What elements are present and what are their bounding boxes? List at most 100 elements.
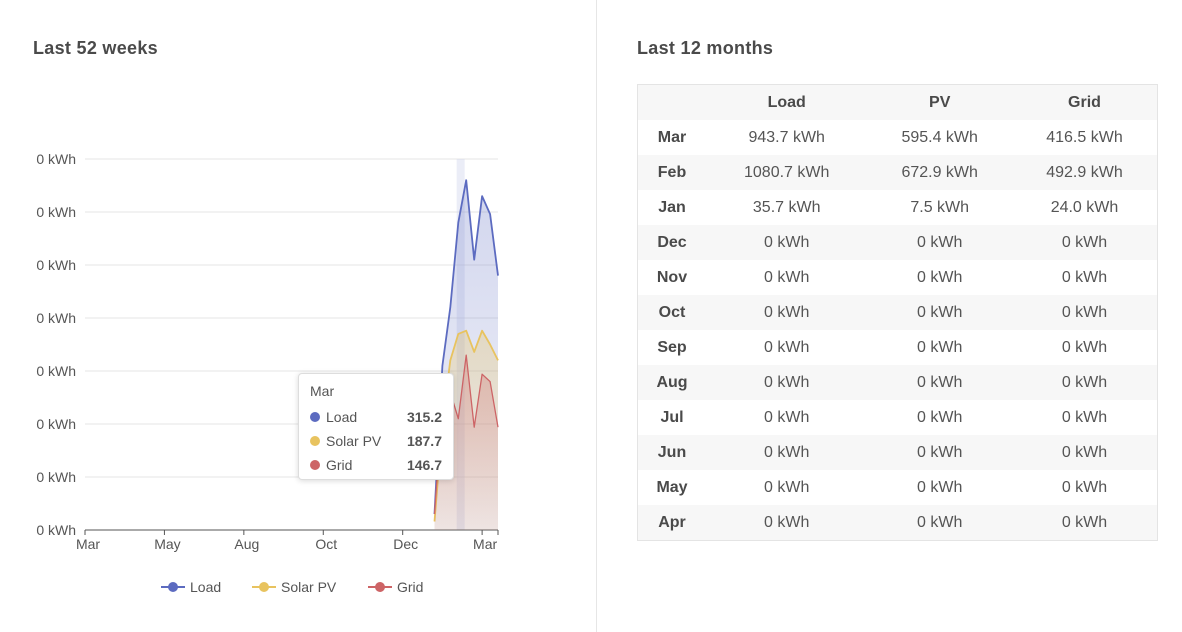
cell-pv: 672.9 kWh xyxy=(901,163,978,181)
table-row: Nov 0 kWh 0 kWh 0 kWh xyxy=(637,260,1158,295)
tooltip-row-solar-pv: Solar PV 187.7 xyxy=(310,429,442,453)
x-tick-label: Dec xyxy=(393,536,418,552)
cell-pv: 0 kWh xyxy=(917,303,963,321)
table-header-row: Load PV Grid xyxy=(637,84,1158,120)
cell-grid: 0 kWh xyxy=(1061,443,1108,461)
tooltip-row-grid: Grid 146.7 xyxy=(310,453,442,477)
table-row: Dec 0 kWh 0 kWh 0 kWh xyxy=(637,225,1158,260)
solar-pv-legend-dot-icon xyxy=(259,582,269,592)
cell-grid: 0 kWh xyxy=(1061,478,1108,496)
column-header-pv: PV xyxy=(867,84,1012,120)
cell-grid: 0 kWh xyxy=(1061,268,1108,286)
row-month: Jun xyxy=(657,443,687,461)
row-month: Dec xyxy=(657,233,687,251)
x-tick-label: Oct xyxy=(315,536,337,552)
row-month: Jan xyxy=(658,198,686,216)
table-row: Sep 0 kWh 0 kWh 0 kWh xyxy=(637,330,1158,365)
cell-pv: 0 kWh xyxy=(917,268,963,286)
tooltip-row-name: Load xyxy=(326,409,358,425)
table-row: Jun 0 kWh 0 kWh 0 kWh xyxy=(637,435,1158,470)
load-dot-icon xyxy=(310,412,320,422)
row-month: Mar xyxy=(657,128,687,146)
table-row: Jan 35.7 kWh 7.5 kWh 24.0 kWh xyxy=(637,190,1158,225)
solar-pv-legend-label: Solar PV xyxy=(281,579,337,595)
load-legend-label: Load xyxy=(190,579,221,595)
y-tick-label: 0 kWh xyxy=(36,151,76,167)
cell-load: 0 kWh xyxy=(764,268,810,286)
column-header-month xyxy=(637,84,706,120)
row-month: Oct xyxy=(658,303,686,321)
y-tick-label: 0 kWh xyxy=(36,204,76,220)
cell-load: 0 kWh xyxy=(764,478,810,496)
table-row: Mar 943.7 kWh 595.4 kWh 416.5 kWh xyxy=(637,120,1158,155)
x-tick-label: Mar xyxy=(473,536,497,552)
tooltip-row-name: Solar PV xyxy=(326,433,382,449)
y-tick-label: 0 kWh xyxy=(36,522,76,538)
table-row: Aug 0 kWh 0 kWh 0 kWh xyxy=(637,365,1158,400)
chart-tooltip: Mar Load 315.2 Solar PV 187.7 Grid 146.7 xyxy=(298,373,454,480)
y-tick-label: 0 kWh xyxy=(36,416,76,432)
cell-pv: 0 kWh xyxy=(917,478,963,496)
monthly-table-title: Last 12 months xyxy=(637,38,774,58)
cell-grid: 0 kWh xyxy=(1061,303,1108,321)
tooltip-row-name: Grid xyxy=(326,457,353,473)
row-month: May xyxy=(656,478,688,496)
cell-load: 0 kWh xyxy=(764,513,810,531)
table-row: May 0 kWh 0 kWh 0 kWh xyxy=(637,470,1158,505)
table-row: Feb 1080.7 kWh 672.9 kWh 492.9 kWh xyxy=(637,155,1158,190)
monthly-table-panel: Last 12 months Load PV Grid Mar 943.7 kWh… xyxy=(597,0,1182,632)
x-tick-label: May xyxy=(154,536,180,552)
cell-load: 1080.7 kWh xyxy=(744,163,830,181)
cell-pv: 0 kWh xyxy=(917,373,963,391)
y-tick-label: 0 kWh xyxy=(36,257,76,273)
cell-load: 35.7 kWh xyxy=(752,198,821,216)
y-tick-label: 0 kWh xyxy=(36,310,76,326)
weekly-energy-chart[interactable]: 0 kWh 0 kWh 0 kWh 0 kWh 0 kWh 0 kWh 0 kWh 0 kWh… xyxy=(0,0,596,632)
row-month: Jul xyxy=(660,408,684,426)
cell-load: 0 kWh xyxy=(764,303,810,321)
tooltip-row-value: 187.7 xyxy=(406,433,442,449)
row-month: Nov xyxy=(656,268,688,286)
x-tick-label: Mar xyxy=(76,536,100,552)
grid-legend-label: Grid xyxy=(397,579,423,595)
cell-load: 0 kWh xyxy=(764,233,810,251)
y-tick-label: 0 kWh xyxy=(36,363,76,379)
row-month: Feb xyxy=(657,163,687,181)
cell-pv: 0 kWh xyxy=(917,408,963,426)
table-row: Oct 0 kWh 0 kWh 0 kWh xyxy=(637,295,1158,330)
cell-grid: 0 kWh xyxy=(1061,373,1108,391)
cell-pv: 0 kWh xyxy=(917,338,963,356)
x-tick-label: Aug xyxy=(234,536,259,552)
tooltip-row-load: Load 315.2 xyxy=(310,405,442,429)
cell-load: 0 kWh xyxy=(764,338,810,356)
tooltip-row-value: 315.2 xyxy=(406,409,442,425)
cell-pv: 0 kWh xyxy=(917,233,963,251)
grid-legend-dot-icon xyxy=(375,582,385,592)
cell-load: 0 kWh xyxy=(764,373,810,391)
table-row: Apr 0 kWh 0 kWh 0 kWh xyxy=(637,505,1158,541)
y-tick-label: 0 kWh xyxy=(36,469,76,485)
solar-pv-dot-icon xyxy=(310,436,320,446)
cell-pv: 0 kWh xyxy=(917,513,963,531)
cell-load: 0 kWh xyxy=(764,408,810,426)
cell-grid: 416.5 kWh xyxy=(1046,128,1123,146)
cell-pv: 0 kWh xyxy=(917,443,963,461)
tooltip-title: Mar xyxy=(310,383,335,399)
cell-grid: 24.0 kWh xyxy=(1050,198,1119,216)
weekly-chart-title: Last 52 weeks xyxy=(33,38,158,58)
load-legend-dot-icon xyxy=(168,582,178,592)
cell-grid: 0 kWh xyxy=(1061,408,1108,426)
column-header-load: Load xyxy=(706,84,868,120)
cell-load: 0 kWh xyxy=(764,443,810,461)
cell-grid: 0 kWh xyxy=(1061,233,1108,251)
weekly-chart-panel: Last 52 weeks 0 kWh 0 kWh 0 kWh 0 kWh 0 kWh 0… xyxy=(0,0,597,632)
row-month: Sep xyxy=(657,338,687,356)
cell-pv: 595.4 kWh xyxy=(901,128,978,146)
column-header-grid: Grid xyxy=(1011,84,1158,120)
grid-dot-icon xyxy=(310,460,320,470)
tooltip-row-value: 146.7 xyxy=(406,457,442,473)
load-series-line xyxy=(433,179,499,515)
cell-grid: 492.9 kWh xyxy=(1046,163,1123,181)
row-month: Aug xyxy=(656,373,688,391)
monthly-energy-table: Load PV Grid Mar 943.7 kWh 595.4 kWh 416.5 … xyxy=(637,84,1158,541)
